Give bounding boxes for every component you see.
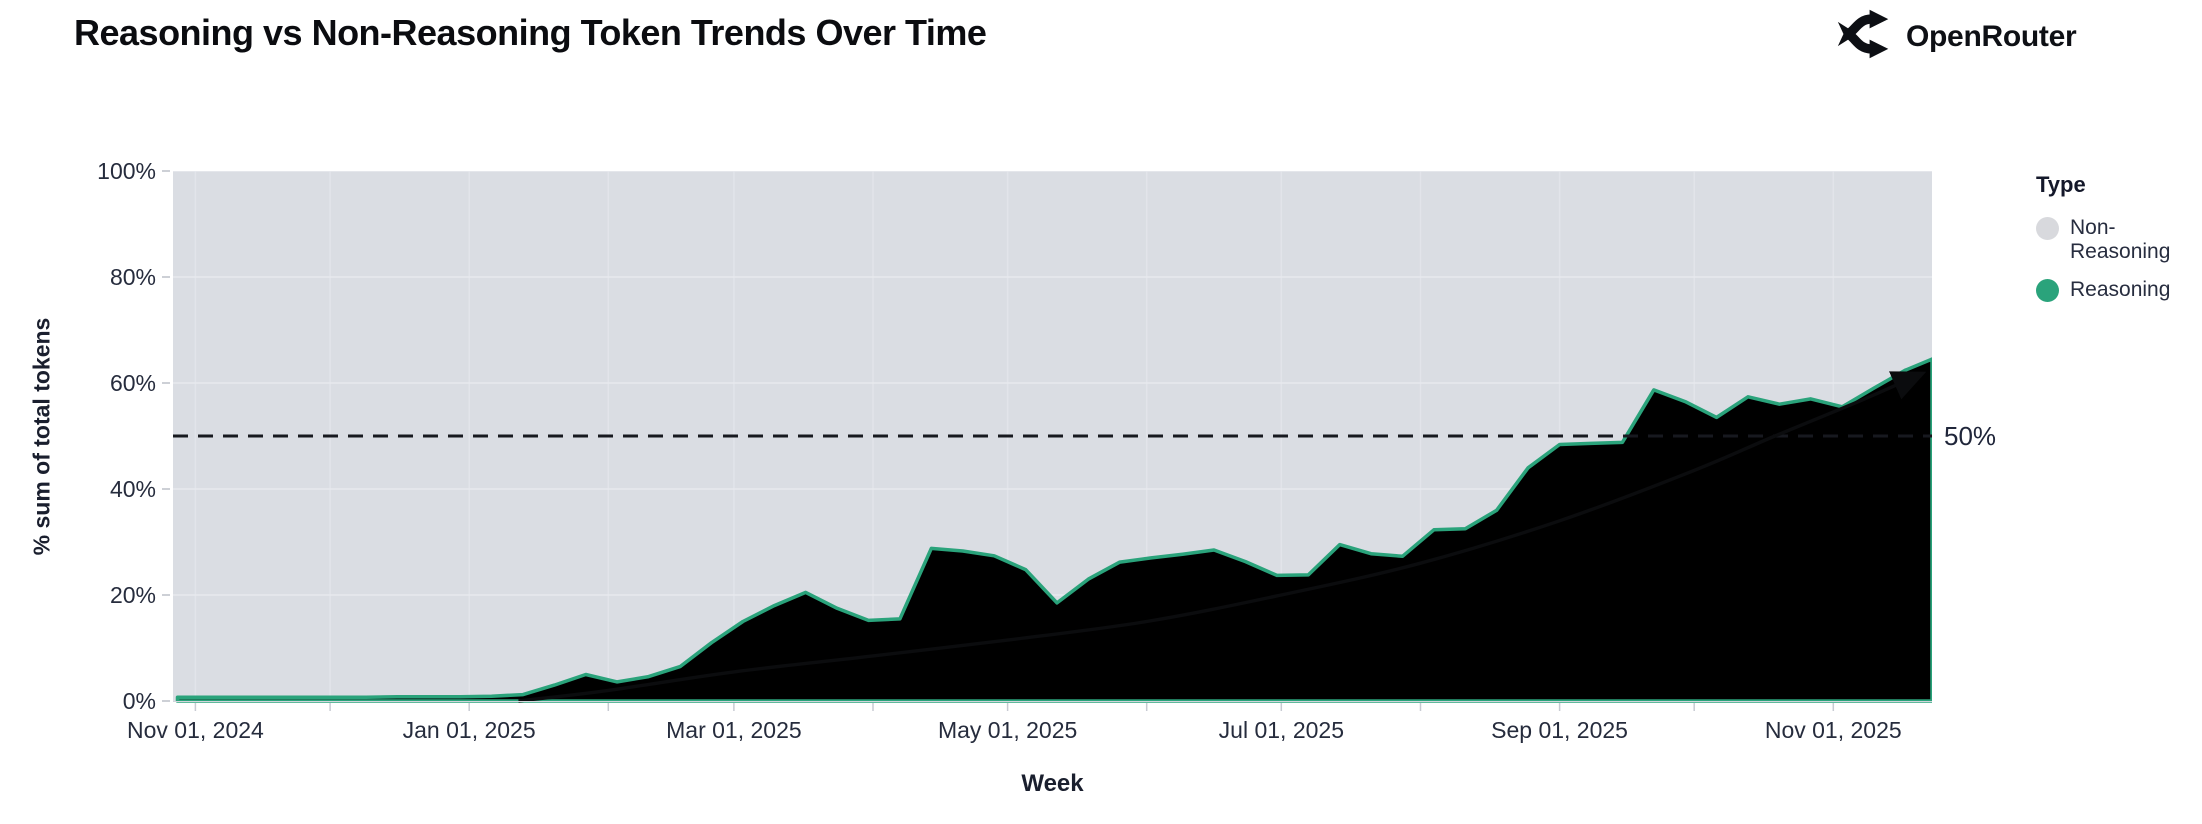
x-tick-label: Jan 01, 2025	[402, 717, 536, 743]
y-tick-label: 100%	[97, 158, 156, 184]
legend-item-label: Non-Reasoning	[2070, 216, 2171, 264]
y-tick-mark	[162, 382, 170, 384]
x-tick-label: Nov 01, 2025	[1764, 717, 1902, 743]
legend-items: Non-Reasoning Reasoning	[2036, 216, 2202, 303]
y-tick-mark	[162, 594, 170, 596]
x-tick-label: Nov 01, 2024	[127, 717, 264, 743]
legend-title: Type	[2036, 172, 2086, 197]
x-tick-label: Sep 01, 2025	[1491, 717, 1628, 743]
y-tick-mark	[162, 170, 170, 172]
y-tick-label: 0%	[122, 688, 156, 714]
page-title: Reasoning vs Non-Reasoning Token Trends …	[74, 12, 987, 53]
stacked-area-chart	[173, 170, 1934, 716]
y-tick-label: 20%	[109, 582, 156, 608]
legend-swatch-icon	[2036, 279, 2059, 303]
openrouter-logo-icon	[1836, 6, 1892, 67]
legend-swatch-icon	[2036, 217, 2059, 240]
y-tick-label: 40%	[109, 476, 156, 502]
legend-item[interactable]: Reasoning	[2036, 278, 2202, 303]
brand-name: OpenRouter	[1906, 19, 2077, 53]
x-tick-label: May 01, 2025	[937, 717, 1078, 743]
y-tick-mark	[162, 276, 170, 278]
y-tick-mark	[162, 700, 170, 702]
legend: Type Non-Reasoning Reasoning	[2036, 172, 2202, 316]
fifty-percent-annotation: 50%	[1944, 421, 1997, 451]
brand: OpenRouter	[1836, 6, 2077, 67]
x-tick-label: Mar 01, 2025	[666, 717, 802, 743]
x-axis-title: Week	[1021, 770, 1084, 797]
y-tick-label: 60%	[109, 370, 156, 396]
chart-svg	[173, 170, 1934, 711]
legend-item[interactable]: Non-Reasoning	[2036, 216, 2202, 264]
y-tick-label: 80%	[109, 264, 156, 290]
y-axis-title: % sum of total tokens	[28, 317, 55, 556]
x-tick-label: Jul 01, 2025	[1218, 717, 1344, 743]
y-tick-mark	[162, 488, 170, 490]
legend-item-label: Reasoning	[2070, 278, 2171, 302]
